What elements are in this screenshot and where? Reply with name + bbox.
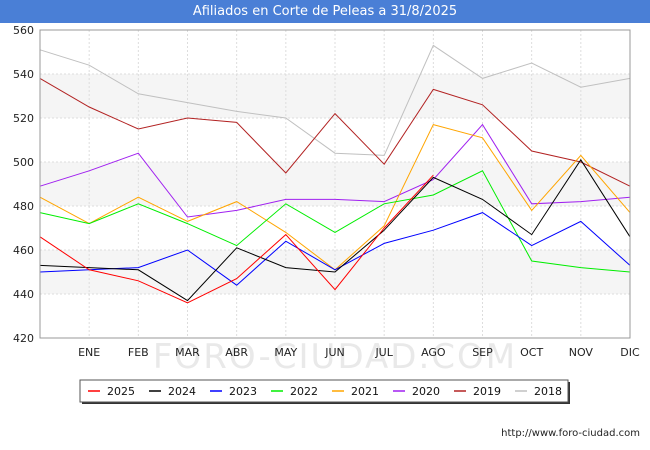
y-tick-label: 420 (13, 332, 34, 345)
legend-label: 2025 (107, 385, 135, 398)
x-tick-label: FEB (128, 346, 149, 359)
legend-item-2021: 2021 (332, 385, 379, 398)
x-tick-label: MAR (175, 346, 200, 359)
legend-item-2020: 2020 (393, 385, 440, 398)
legend-label: 2020 (412, 385, 440, 398)
x-tick-label: JUN (324, 346, 345, 359)
footer-url: http://www.foro-ciudad.com (501, 428, 640, 439)
y-tick-label: 520 (13, 112, 34, 125)
x-tick-label: DIC (620, 346, 640, 359)
series-line-2019 (39, 77, 631, 187)
x-tick-label: ENE (78, 346, 100, 359)
legend-label: 2024 (168, 385, 196, 398)
series-line-2023 (39, 212, 631, 286)
y-tick-label: 560 (13, 24, 34, 37)
watermark: FORO-CIUDAD.COM (153, 337, 517, 377)
x-tick-label: ABR (225, 346, 248, 359)
x-tick-label: OCT (520, 346, 543, 359)
legend-item-2024: 2024 (149, 385, 196, 398)
y-tick-label: 440 (13, 288, 34, 301)
series-line-2024 (39, 158, 631, 302)
x-tick-label: JUL (374, 346, 393, 359)
legend-item-2018: 2018 (515, 385, 562, 398)
legend-label: 2023 (229, 385, 257, 398)
series-line-2025 (39, 174, 434, 304)
legend-label: 2018 (534, 385, 562, 398)
legend-label: 2022 (290, 385, 318, 398)
legend-item-2019: 2019 (454, 385, 501, 398)
legend: 2025 2024 2023 2022 2021 2020 2019 2018 (79, 379, 570, 404)
series-line-2020 (39, 123, 631, 218)
y-tick-label: 480 (13, 200, 34, 213)
y-tick-label: 500 (13, 156, 34, 169)
legend-item-2022: 2022 (271, 385, 318, 398)
legend-label: 2019 (473, 385, 501, 398)
series-line-2018 (39, 44, 631, 156)
legend-label: 2021 (351, 385, 379, 398)
x-tick-label: SEP (472, 346, 493, 359)
x-tick-label: NOV (569, 346, 594, 359)
series-line-2022 (39, 170, 631, 273)
y-tick-label: 460 (13, 244, 34, 257)
chart-title: Afiliados en Corte de Peleas a 31/8/2025 (0, 0, 650, 23)
y-tick-label: 540 (13, 68, 34, 81)
legend-item-2023: 2023 (210, 385, 257, 398)
legend-item-2025: 2025 (88, 385, 135, 398)
x-tick-label: AGO (421, 346, 446, 359)
x-tick-label: MAY (274, 346, 297, 359)
